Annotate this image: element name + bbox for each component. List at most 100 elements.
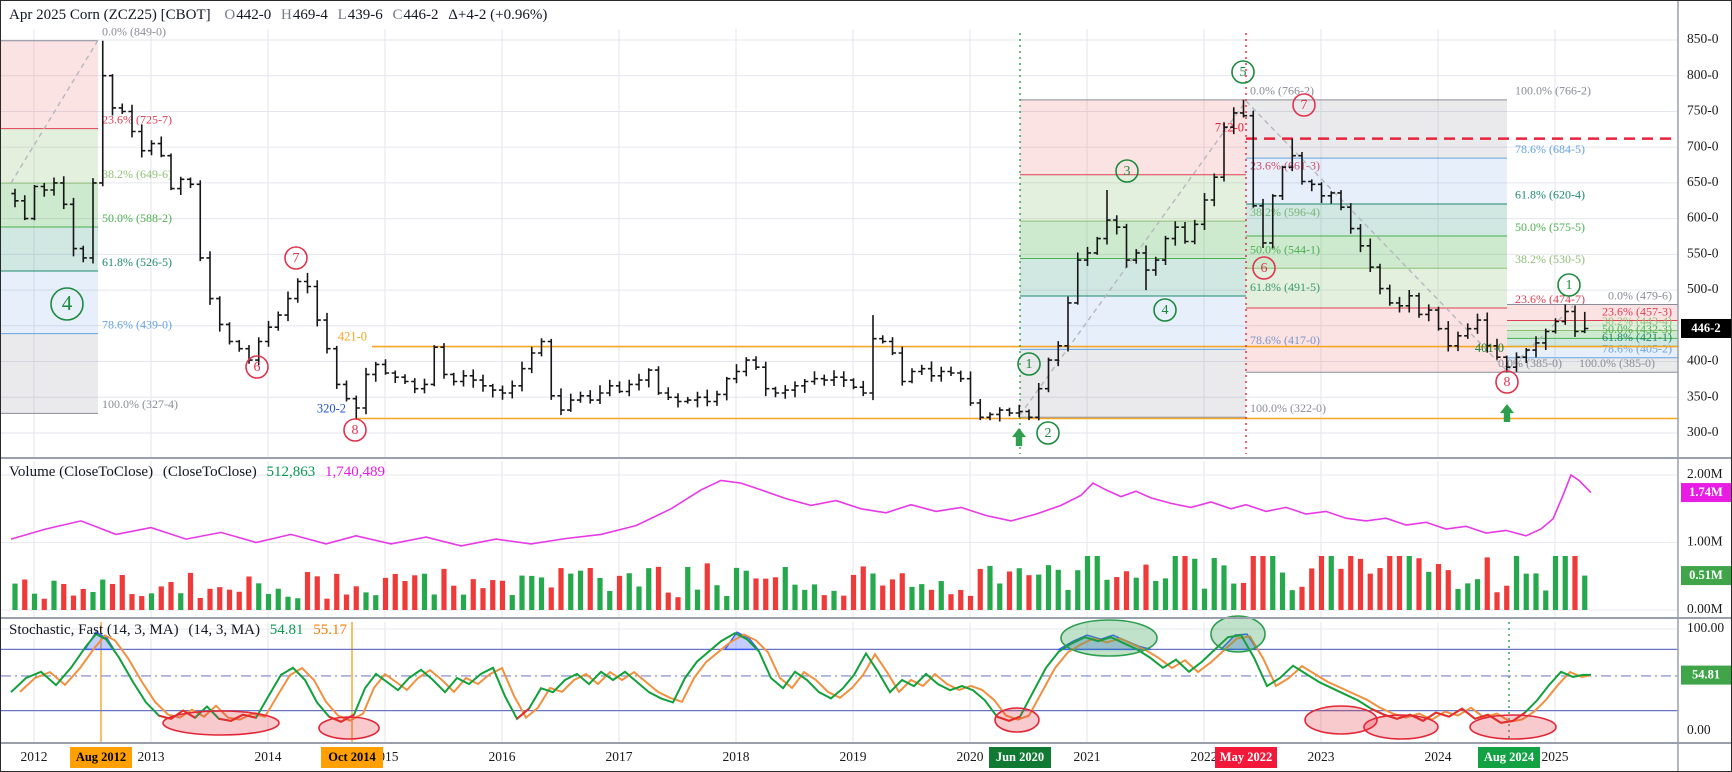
stoch-oversold-segment (218, 713, 257, 722)
volume-bar (1572, 556, 1578, 610)
volume-bar (899, 573, 905, 610)
ohlc-bar (762, 361, 770, 397)
time-badge-aug-2024[interactable]: Aug 2024 (1478, 747, 1540, 768)
fib-level-label: 78.6% (439-0) (102, 317, 172, 331)
ohlc-bar (216, 296, 224, 332)
wave-marker-4[interactable]: 4 (1153, 298, 1177, 322)
ray-price-label: 421-0 (338, 329, 367, 343)
volume-bar (646, 568, 652, 610)
oversold-ellipse[interactable] (318, 716, 380, 740)
ray-320[interactable]: 320-2 (317, 401, 1678, 420)
oversold-ellipse[interactable] (162, 710, 280, 736)
volume-bar (831, 590, 837, 610)
highlight-ellipses[interactable] (162, 615, 1557, 740)
wave-marker-8[interactable]: 8 (1495, 370, 1519, 394)
volume-bar (870, 573, 876, 610)
fib-2020-low-to-2022-high[interactable]: 0.0% (766-2)23.6% (661-3)38.2% (596-4)50… (1020, 84, 1326, 418)
oversold-ellipse[interactable] (1469, 714, 1557, 740)
volume-bar (519, 575, 525, 610)
volume-bar (1231, 583, 1237, 610)
resistance-712[interactable]: 712-0 (1215, 120, 1678, 140)
volume-ma-line[interactable] (10, 473, 1592, 547)
ohlc-bar (323, 312, 331, 354)
fib-band (1020, 99, 1246, 175)
time-badge-aug-2012[interactable]: Aug 2012 (70, 747, 132, 768)
volume-bar (1309, 568, 1315, 610)
overbought-ellipse[interactable] (1210, 615, 1266, 653)
volume-bar (1270, 556, 1276, 610)
wave-marker-1[interactable]: 1 (1557, 273, 1581, 297)
wave-marker-6[interactable]: 6 (1252, 256, 1276, 280)
ray-421[interactable]: 421-0 (338, 329, 1678, 348)
time-badge-oct-2014[interactable]: Oct 2014 (321, 747, 383, 768)
volume-bar (217, 587, 223, 610)
stoch-pane[interactable] (1, 631, 1678, 724)
volume-bar (295, 598, 301, 610)
volume-bar (129, 594, 135, 610)
ohlc-bar (986, 412, 994, 421)
volume-bars-value: 512,863 (266, 464, 316, 480)
ohlc-bar (167, 153, 175, 191)
price-pane-header[interactable]: Apr 2025 Corn (ZCZ25) [CBOT] O442-0 H469… (9, 7, 553, 24)
time-badge-text: Aug 2012 (76, 750, 126, 764)
volume-bar (1221, 565, 1227, 610)
fib-2012-high-to-2014-low[interactable]: 0.0% (849-0) 23.6% (725-7) 38.2% (649-6) 50… (1, 24, 178, 414)
oversold-ellipse[interactable] (1363, 714, 1439, 740)
ohlc-bar (342, 380, 351, 402)
wave-marker-2[interactable]: 2 (1036, 421, 1060, 445)
stoch-oversold-segment (516, 707, 530, 720)
price-axis[interactable]: 850-0 800-0 750-0 700-0 650-0 600-0 550-0 500-0… (1681, 31, 1731, 737)
buy-arrow-icon[interactable] (1500, 404, 1515, 422)
buy-arrow-icon[interactable] (1012, 428, 1026, 446)
wave-marker-6[interactable]: 6 (245, 355, 269, 379)
time-badge-bg (70, 747, 132, 768)
stoch-pane-header[interactable]: Stochastic, Fast (14, 3, MA) (14, 3, MA)… (9, 622, 353, 639)
volume-bars[interactable] (12, 556, 1588, 610)
volume-bar (363, 592, 369, 610)
volume-bar (841, 595, 847, 610)
ohlc-bar (1493, 338, 1501, 360)
wave-marker-4[interactable]: 4 (50, 287, 84, 321)
volume-bar (265, 593, 272, 610)
time-axis[interactable]: 2012 2013 2014 2015 2016 2017 2018 2019 2020 2021… (21, 747, 1569, 768)
fib-band (1246, 158, 1507, 204)
wave-marker-3[interactable]: 3 (1115, 159, 1139, 183)
year-label: 2018 (723, 749, 750, 764)
fib-2022-high-to-2024-low[interactable]: 0.0% (385-0)23.6% (474-7)38.2% (530-5)50… (1246, 84, 1591, 373)
volume-line-value: 1,740,489 (325, 464, 386, 480)
wave-marker-7[interactable]: 7 (1292, 93, 1316, 117)
oversold-ellipse[interactable] (994, 707, 1040, 733)
ohlc-bars[interactable] (11, 40, 1589, 422)
fib-level-label: 0.0% (479-6) (1608, 288, 1672, 302)
volume-pane-header[interactable]: Volume (CloseToClose) (CloseToClose) 512… (9, 464, 391, 481)
volume-bar (694, 589, 701, 610)
fib-level-label: 38.2% (530-5) (1515, 252, 1585, 266)
fib-band (1, 183, 98, 228)
oversold-ellipse[interactable] (1304, 705, 1378, 735)
wave-marker-8[interactable]: 8 (343, 418, 367, 442)
volume-bar (451, 585, 457, 610)
fib-2024-low-to-2025-high[interactable]: 0.0% (479-6) 23.6% (457-3)38.2% (443-4)50… (1507, 288, 1678, 373)
time-badge-may-2022[interactable]: May 2022 (1215, 747, 1277, 768)
fib-band (1246, 203, 1507, 237)
volume-bar (499, 580, 506, 610)
fib-level-label: 100.0% (322-0) (1250, 401, 1326, 415)
wave-marker-7[interactable]: 7 (284, 246, 308, 270)
wave-marker-5[interactable]: 5 (1231, 60, 1255, 84)
overbought-ellipse[interactable] (1060, 619, 1158, 657)
wave-markers[interactable]: 4 6 7 8 1 2 3 4 5 6 7 8 1 (50, 60, 1581, 445)
ohlc-bar (264, 320, 273, 347)
volume-bar (1338, 568, 1344, 610)
volume-bar (226, 589, 233, 610)
buy-arrows[interactable] (1012, 404, 1515, 446)
high-value: 469-4 (292, 7, 328, 23)
volume-bar (987, 565, 993, 610)
wave-marker-1[interactable]: 1 (1017, 352, 1041, 376)
ohlc-bar (401, 374, 409, 384)
volume-bar (1172, 556, 1178, 610)
ohlc-bar (1142, 245, 1150, 291)
volume-bar (1055, 569, 1061, 610)
time-badge-jun-2020[interactable]: Jun 2020 (989, 747, 1051, 768)
